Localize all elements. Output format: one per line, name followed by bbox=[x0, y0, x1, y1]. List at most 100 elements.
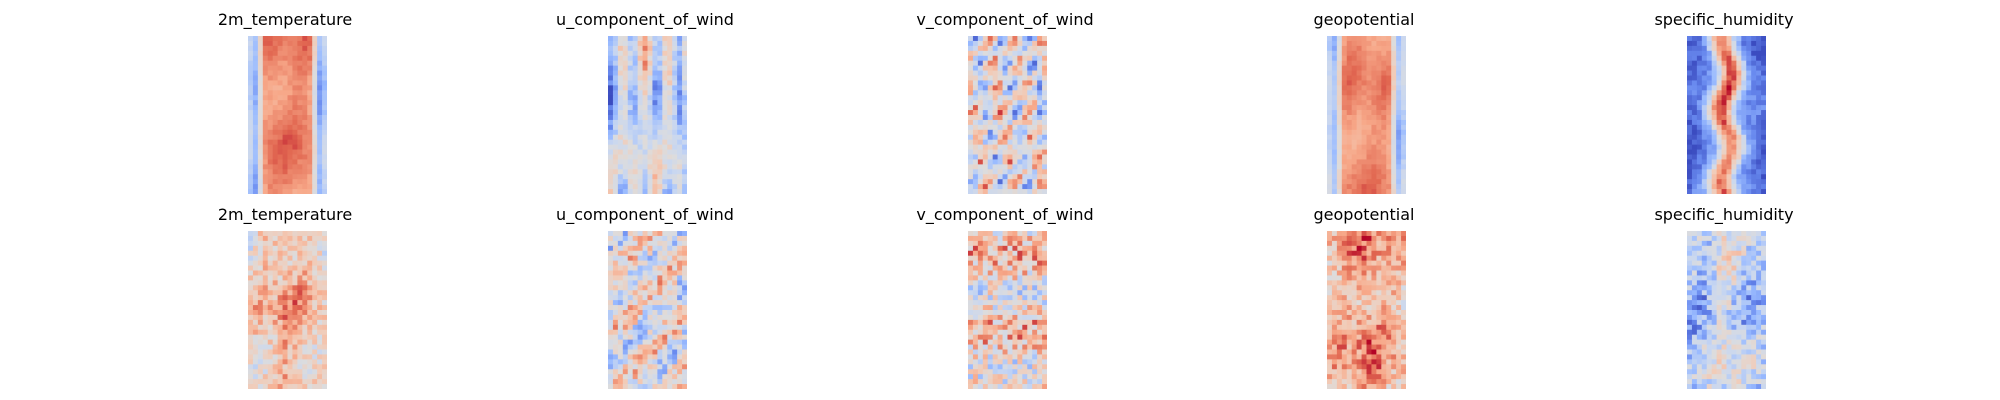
heatmap-cell bbox=[1007, 300, 1013, 306]
heatmap-cell bbox=[982, 231, 989, 237]
heatmap-cell bbox=[1351, 275, 1358, 281]
heatmap-cell bbox=[248, 319, 254, 326]
heatmap-cell bbox=[977, 379, 984, 385]
heatmap-cell bbox=[1022, 90, 1028, 96]
heatmap-cell bbox=[612, 124, 619, 131]
heatmap-cell bbox=[617, 115, 624, 121]
heatmap-cell bbox=[297, 144, 303, 150]
heatmap-cell bbox=[277, 255, 283, 262]
heatmap-cell bbox=[987, 40, 994, 47]
heatmap-cell bbox=[682, 374, 687, 380]
heatmap-cell bbox=[1691, 110, 1698, 116]
heatmap-cell bbox=[987, 334, 994, 341]
heatmap-cell bbox=[1027, 275, 1033, 281]
heatmap-cell bbox=[652, 319, 658, 326]
heatmap-cell bbox=[677, 310, 683, 316]
heatmap-cell bbox=[257, 65, 264, 71]
heatmap-cell bbox=[1726, 295, 1732, 301]
heatmap-cell bbox=[1691, 149, 1698, 155]
heatmap-cell bbox=[282, 290, 288, 296]
heatmap-cell bbox=[292, 124, 298, 131]
heatmap-cell bbox=[647, 36, 653, 42]
heatmap-cell bbox=[1376, 90, 1382, 96]
heatmap-cell bbox=[1042, 314, 1047, 321]
heatmap-cell bbox=[1396, 70, 1402, 76]
heatmap-cell bbox=[317, 369, 323, 375]
heatmap-cell bbox=[1327, 324, 1333, 331]
heatmap-cell bbox=[1716, 260, 1722, 266]
heatmap-cell bbox=[1696, 105, 1703, 111]
heatmap-cell bbox=[1736, 60, 1742, 67]
heatmap-cell bbox=[1336, 255, 1343, 262]
heatmap-cell bbox=[252, 129, 259, 136]
heatmap-cell bbox=[642, 55, 648, 62]
heatmap-cell bbox=[982, 265, 989, 271]
heatmap-cell bbox=[1037, 265, 1043, 271]
heatmap-cell bbox=[1741, 231, 1747, 237]
heatmap-cell bbox=[257, 80, 264, 86]
heatmap-cell bbox=[1012, 334, 1018, 341]
heatmap-cell bbox=[1032, 80, 1038, 86]
heatmap-cell bbox=[277, 369, 283, 375]
heatmap-cell bbox=[257, 119, 264, 126]
heatmap-cell bbox=[272, 110, 279, 116]
heatmap-cell bbox=[1706, 255, 1713, 262]
heatmap-cell bbox=[982, 310, 989, 316]
heatmap-cell bbox=[1327, 260, 1333, 266]
heatmap-cell bbox=[312, 105, 318, 111]
heatmap-cell bbox=[622, 110, 629, 116]
heatmap-cell bbox=[627, 169, 634, 175]
heatmap-cell bbox=[1381, 189, 1387, 194]
heatmap-cell bbox=[652, 50, 658, 57]
heatmap-cell bbox=[1716, 169, 1722, 175]
heatmap-cell bbox=[322, 344, 327, 350]
heatmap-cell bbox=[1331, 260, 1338, 266]
heatmap-cell bbox=[1002, 159, 1008, 165]
heatmap-cell bbox=[1027, 285, 1033, 291]
heatmap-cell bbox=[262, 329, 269, 336]
heatmap-cell bbox=[1012, 50, 1018, 57]
heatmap-cell bbox=[1381, 265, 1387, 271]
heatmap-cell bbox=[1376, 290, 1382, 296]
heatmap-cell bbox=[1391, 110, 1397, 116]
heatmap-cell bbox=[1391, 129, 1397, 136]
heatmap-cell bbox=[248, 65, 254, 71]
heatmap-cell bbox=[317, 105, 323, 111]
heatmap-cell bbox=[1691, 144, 1698, 150]
heatmap-cell bbox=[1741, 144, 1747, 150]
heatmap-cell bbox=[272, 95, 279, 101]
heatmap-cell bbox=[1386, 275, 1392, 281]
heatmap-cell bbox=[992, 379, 999, 385]
heatmap-cell bbox=[1711, 305, 1718, 311]
heatmap-cell bbox=[1381, 115, 1387, 121]
heatmap-cell bbox=[617, 324, 624, 331]
heatmap-cell bbox=[972, 235, 979, 242]
heatmap-cell bbox=[657, 80, 663, 86]
heatmap-cell bbox=[1002, 300, 1008, 306]
heatmap-cell bbox=[1012, 164, 1018, 170]
heatmap-cell bbox=[1726, 129, 1732, 136]
heatmap-cell bbox=[267, 129, 274, 136]
heatmap-cell bbox=[1716, 110, 1722, 116]
heatmap-cell bbox=[1756, 290, 1762, 296]
heatmap-cell bbox=[1341, 144, 1348, 150]
heatmap-cell bbox=[647, 275, 653, 281]
heatmap-cell bbox=[1327, 285, 1333, 291]
heatmap-cell bbox=[1706, 80, 1713, 86]
heatmap-cell bbox=[652, 144, 658, 150]
heatmap-cell bbox=[1331, 349, 1338, 355]
heatmap-cell bbox=[987, 349, 994, 355]
heatmap-cell bbox=[1327, 95, 1333, 101]
heatmap-cell bbox=[1027, 90, 1033, 96]
heatmap-cell bbox=[1042, 265, 1047, 271]
heatmap-cell bbox=[1356, 300, 1362, 306]
heatmap-cell bbox=[1366, 60, 1372, 67]
heatmap-cell bbox=[982, 169, 989, 175]
heatmap-cell bbox=[317, 295, 323, 301]
heatmap-cell bbox=[642, 40, 648, 47]
heatmap-cell bbox=[997, 105, 1003, 111]
heatmap-cell bbox=[1716, 85, 1722, 91]
heatmap-cell bbox=[1027, 70, 1033, 76]
heatmap-cell bbox=[657, 110, 663, 116]
heatmap-cell bbox=[1346, 189, 1353, 194]
